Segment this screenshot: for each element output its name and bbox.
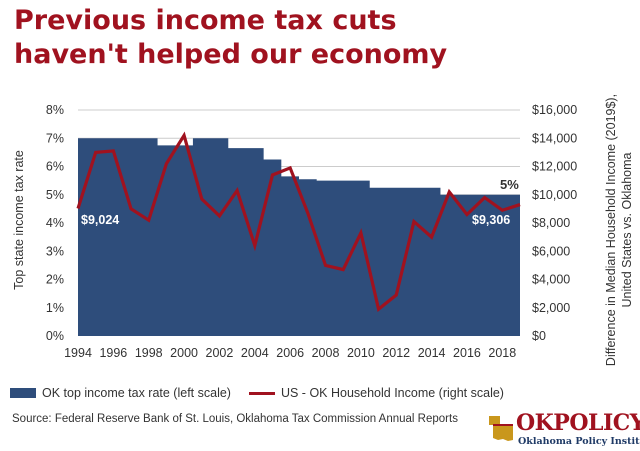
chart-title-line1: Previous income tax cuts bbox=[14, 5, 397, 36]
x-axis-tick-label: 2008 bbox=[312, 346, 340, 360]
right-axis-tick-label: $0 bbox=[532, 329, 546, 343]
income-line bbox=[76, 131, 521, 312]
right-axis-label-line2: United States vs. Oklahoma bbox=[620, 152, 634, 307]
left-axis-tick-label: 3% bbox=[46, 244, 64, 258]
right-axis-label-line1: Difference in Median Household Income (2… bbox=[604, 94, 618, 366]
legend-area-label: OK top income tax rate (left scale) bbox=[42, 386, 231, 400]
left-axis-tick-label: 1% bbox=[46, 301, 64, 315]
right-axis-tick-label: $8,000 bbox=[532, 216, 570, 230]
logo-name: OKPOLICY bbox=[516, 410, 640, 436]
x-axis-tick-label: 2004 bbox=[241, 346, 269, 360]
tax-rate-area bbox=[78, 138, 520, 336]
x-axis-tick-label: 2000 bbox=[170, 346, 198, 360]
legend-line-label: US - OK Household Income (right scale) bbox=[280, 386, 504, 400]
right-axis-tick-label: $4,000 bbox=[532, 273, 570, 287]
chart: 0% 1% 2% 3% 4% 5% 6% 7% 8% $0 $2,000 $4,000 $6,000 $8… bbox=[12, 94, 634, 366]
left-axis-tick-label: 7% bbox=[46, 131, 64, 145]
x-axis-tick-label: 1998 bbox=[135, 346, 163, 360]
logo-subtitle: Oklahoma Policy Institute bbox=[518, 436, 640, 447]
axes: 0% 1% 2% 3% 4% 5% 6% 7% 8% $0 $2,000 $4,000 $6,000 $8… bbox=[46, 103, 577, 360]
right-axis-tick-label: $2,000 bbox=[532, 301, 570, 315]
x-axis-tick-label: 2018 bbox=[488, 346, 516, 360]
x-axis-tick-label: 2002 bbox=[206, 346, 234, 360]
left-axis-tick-label: 0% bbox=[46, 329, 64, 343]
left-axis-tick-label: 5% bbox=[46, 188, 64, 202]
left-axis-label: Top state income tax rate bbox=[12, 150, 26, 290]
annotation-start-rate: 7% bbox=[80, 120, 99, 135]
x-axis-tick-label: 2016 bbox=[453, 346, 481, 360]
legend-line-swatch bbox=[248, 391, 275, 395]
chart-title: Previous income tax cuts haven't helped … bbox=[14, 4, 574, 72]
x-axis-tick-label: 1994 bbox=[64, 346, 92, 360]
annotation-end-rate: 5% bbox=[500, 177, 519, 192]
right-axis-tick-label: $12,000 bbox=[532, 160, 577, 174]
okpolicy-logo: OKPOLICY Oklahoma Policy Institute bbox=[488, 410, 640, 450]
x-axis-tick-label: 2014 bbox=[418, 346, 446, 360]
annotation-end-income: $9,306 bbox=[472, 213, 510, 227]
legend: OK top income tax rate (left scale) US -… bbox=[10, 386, 504, 400]
left-axis-tick-label: 4% bbox=[46, 216, 64, 230]
tax-rate-area-fill bbox=[78, 138, 520, 336]
legend-area-swatch bbox=[10, 388, 36, 398]
x-axis-tick-label: 2012 bbox=[382, 346, 410, 360]
left-axis-tick-label: 6% bbox=[46, 160, 64, 174]
right-axis-tick-label: $10,000 bbox=[532, 188, 577, 202]
right-axis-tick-label: $14,000 bbox=[532, 131, 577, 145]
right-axis-tick-label: $6,000 bbox=[532, 244, 570, 258]
left-axis-tick-label: 8% bbox=[46, 103, 64, 117]
x-axis-tick-label: 2010 bbox=[347, 346, 375, 360]
left-axis-tick-label: 2% bbox=[46, 273, 64, 287]
right-axis-tick-label: $16,000 bbox=[532, 103, 577, 117]
annotation-start-income: $9,024 bbox=[81, 213, 119, 227]
income-line-series bbox=[76, 131, 521, 312]
chart-title-line2: haven't helped our economy bbox=[14, 39, 448, 70]
annotations: 7% 5% $9,024 $9,306 bbox=[80, 120, 519, 227]
oklahoma-state-icon bbox=[489, 416, 513, 441]
x-axis-tick-label: 1996 bbox=[99, 346, 127, 360]
source-note: Source: Federal Reserve Bank of St. Loui… bbox=[12, 413, 458, 425]
x-axis-tick-label: 2006 bbox=[276, 346, 304, 360]
